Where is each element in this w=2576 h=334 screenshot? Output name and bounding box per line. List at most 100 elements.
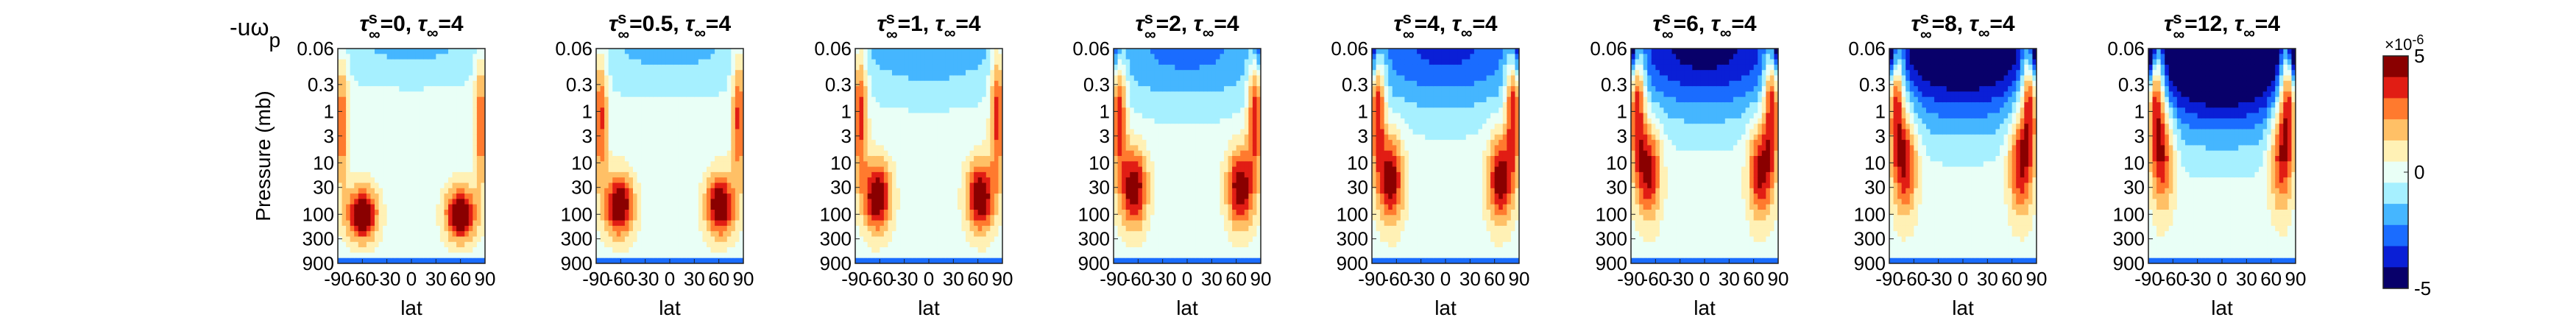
heatmap-cell bbox=[949, 247, 954, 253]
heatmap-cell bbox=[710, 59, 715, 65]
heatmap-cell bbox=[596, 54, 601, 60]
heatmap-cell bbox=[1130, 75, 1135, 82]
heatmap-cell bbox=[670, 134, 675, 141]
heatmap-cell bbox=[883, 182, 889, 189]
heatmap-cell bbox=[904, 129, 909, 135]
heatmap-cell bbox=[452, 204, 457, 210]
heatmap-cell bbox=[1146, 182, 1151, 189]
heatmap-cell bbox=[718, 96, 723, 103]
heatmap-cell bbox=[670, 102, 675, 108]
heatmap-cell bbox=[657, 231, 662, 238]
heatmap-cell bbox=[420, 49, 425, 54]
heatmap-cell bbox=[637, 177, 642, 184]
heatmap-cell bbox=[428, 252, 433, 259]
heatmap-cell bbox=[637, 75, 642, 82]
heatmap-cell bbox=[1150, 64, 1156, 71]
heatmap-cell bbox=[1146, 177, 1151, 184]
heatmap-cell bbox=[859, 161, 864, 168]
heatmap-cell bbox=[707, 96, 712, 103]
heatmap-cell bbox=[969, 210, 974, 216]
heatmap-cell bbox=[871, 91, 877, 98]
heatmap-cell bbox=[945, 86, 950, 92]
heatmap-cell bbox=[476, 59, 482, 65]
heatmap-cell bbox=[908, 156, 913, 162]
heatmap-cell bbox=[608, 145, 613, 152]
heatmap-cell bbox=[612, 215, 618, 221]
heatmap-cell bbox=[933, 188, 938, 194]
heatmap-cell bbox=[924, 107, 930, 114]
heatmap-cell bbox=[929, 204, 934, 210]
heatmap-cell bbox=[464, 64, 470, 71]
heatmap-cell bbox=[937, 252, 942, 259]
heatmap-cell bbox=[994, 210, 999, 216]
heatmap-cell bbox=[880, 177, 885, 184]
heatmap-cell bbox=[974, 49, 979, 54]
heatmap-cell bbox=[1146, 86, 1151, 92]
heatmap-cell bbox=[892, 107, 897, 114]
heatmap-cell bbox=[998, 150, 1002, 157]
heatmap-cell bbox=[608, 140, 613, 146]
heatmap-cell bbox=[1133, 231, 1139, 238]
heatmap-cell bbox=[665, 49, 670, 54]
heatmap-cell bbox=[399, 247, 404, 253]
heatmap-cell bbox=[933, 166, 938, 173]
heatmap-cell bbox=[715, 86, 720, 92]
heatmap-cell bbox=[608, 118, 613, 124]
x-tick-label: 0 bbox=[924, 268, 934, 290]
heatmap-cell bbox=[362, 91, 367, 98]
heatmap-cell bbox=[941, 86, 946, 92]
heatmap-cell bbox=[468, 247, 473, 253]
heatmap-cell bbox=[698, 70, 704, 77]
heatmap-cell bbox=[908, 134, 913, 141]
heatmap-cell bbox=[350, 252, 355, 259]
heatmap-cell bbox=[641, 86, 646, 92]
heatmap-cell bbox=[624, 182, 630, 189]
heatmap-cell bbox=[949, 241, 954, 248]
heatmap-cell bbox=[612, 210, 618, 216]
heatmap-cell bbox=[726, 102, 732, 108]
heatmap-cell bbox=[596, 231, 601, 238]
heatmap-cell bbox=[986, 182, 991, 189]
heatmap-cell bbox=[653, 54, 658, 60]
heatmap-cell bbox=[908, 231, 913, 238]
heatmap-cell bbox=[1117, 193, 1122, 199]
heatmap-cell bbox=[386, 210, 392, 216]
heatmap-cell bbox=[990, 70, 995, 77]
heatmap-cell bbox=[998, 257, 1002, 263]
heatmap-cell bbox=[346, 113, 351, 119]
heatmap-cell bbox=[953, 54, 958, 60]
heatmap-cell bbox=[657, 257, 662, 263]
heatmap-cell bbox=[423, 86, 428, 92]
heatmap-cell bbox=[1133, 188, 1139, 194]
heatmap-cell bbox=[726, 241, 732, 248]
heatmap-cell bbox=[473, 166, 478, 173]
heatmap-cell bbox=[904, 96, 909, 103]
heatmap-cell bbox=[476, 54, 482, 60]
heatmap-cell bbox=[718, 177, 723, 184]
heatmap-cell bbox=[604, 166, 609, 173]
heatmap-cell bbox=[616, 102, 621, 108]
heatmap-cell bbox=[994, 80, 999, 87]
heatmap-cell bbox=[698, 220, 704, 227]
heatmap-cell bbox=[407, 225, 412, 232]
heatmap-cell bbox=[604, 257, 609, 263]
heatmap-cell bbox=[637, 113, 642, 119]
heatmap-cell bbox=[411, 118, 417, 124]
heatmap-cell bbox=[908, 113, 913, 119]
heatmap-cell bbox=[1146, 113, 1151, 119]
heatmap-cell bbox=[612, 129, 618, 135]
heatmap-cell bbox=[394, 113, 400, 119]
title-tau-s-symbol: τ bbox=[609, 12, 619, 36]
heatmap-cell bbox=[916, 129, 921, 135]
heatmap-cell bbox=[670, 150, 675, 157]
heatmap-cell bbox=[904, 75, 909, 82]
heatmap-cell bbox=[900, 220, 905, 227]
heatmap-cell bbox=[953, 134, 958, 141]
heatmap-cell bbox=[653, 220, 658, 227]
heatmap-cell bbox=[338, 188, 343, 194]
heatmap-cell bbox=[375, 70, 380, 77]
heatmap-cell bbox=[444, 145, 449, 152]
heatmap-cell bbox=[686, 241, 691, 248]
heatmap-cell bbox=[616, 252, 621, 259]
heatmap-cell bbox=[411, 247, 417, 253]
